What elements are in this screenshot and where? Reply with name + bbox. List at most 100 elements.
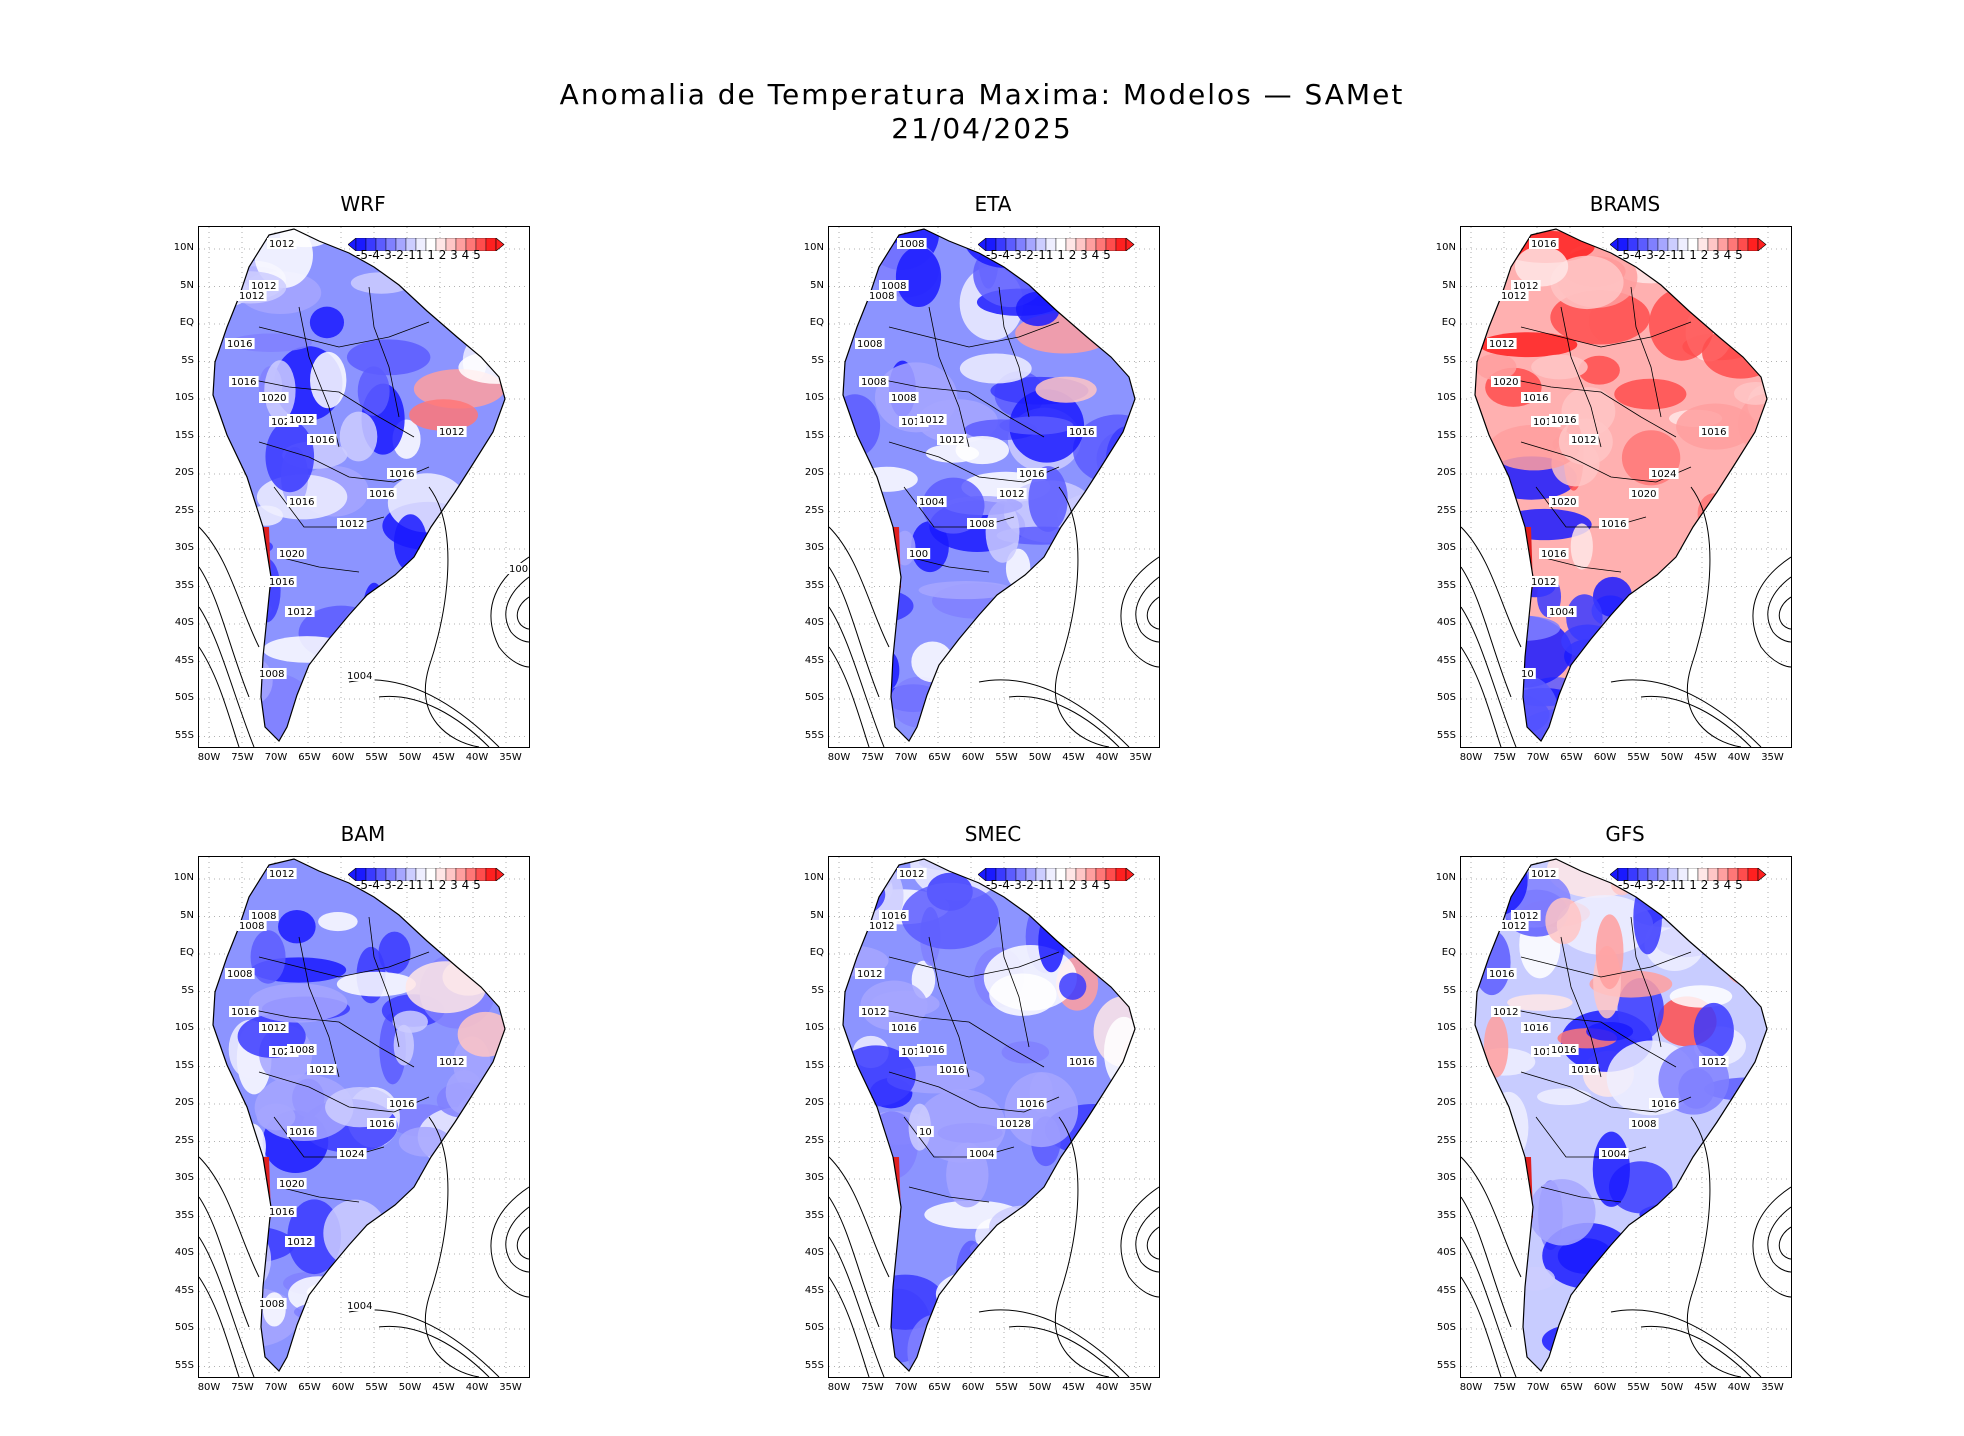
isobar-label: 1012 (285, 606, 315, 618)
isobar-label: 1012 (1531, 416, 1561, 428)
svg-text:1016: 1016 (1651, 1099, 1676, 1110)
svg-text:1012: 1012 (1531, 869, 1556, 880)
lat-tick-label: 45S (804, 654, 824, 666)
lon-tick-label: 65W (298, 752, 321, 763)
lon-tick-label: 55W (365, 752, 388, 763)
country-border (868, 376, 1045, 438)
lat-tick-label: 5S (1443, 984, 1456, 996)
isobar-label: 1012 (899, 416, 929, 428)
lat-tick-label: 45S (174, 1284, 194, 1296)
isobar (1461, 1276, 1502, 1377)
lat-tick-label: 50S (804, 1322, 824, 1333)
lat-tick-label: 10N (1435, 242, 1456, 253)
lon-tick-label: 70W (1526, 1382, 1550, 1393)
lon-tick-label: 80W (1459, 1382, 1483, 1393)
lon-tick-label: 65W (928, 1382, 951, 1393)
lat-tick-label: EQ (1441, 317, 1456, 328)
svg-text:1020: 1020 (279, 549, 304, 560)
isobar-label: 1012 (1499, 920, 1529, 932)
colorbar (347, 866, 508, 882)
lon-tick-label: 55W (1627, 1382, 1650, 1393)
colorbar (1609, 866, 1770, 882)
svg-text:1016: 1016 (939, 1065, 964, 1076)
isobar-label: 1012 (285, 1236, 315, 1248)
svg-text:1012: 1012 (309, 1065, 334, 1076)
svg-text:1008: 1008 (861, 377, 886, 388)
lon-tick-label: 75W (231, 752, 254, 763)
isobar-label: 1016 (1699, 426, 1729, 438)
lon-tick-label: 55W (995, 752, 1018, 763)
isobar-label: 1020 (1629, 488, 1659, 500)
svg-text:100: 100 (909, 549, 928, 560)
svg-text:1012: 1012 (261, 1023, 286, 1034)
country-border (298, 306, 340, 448)
lat-tick-label: 45S (1436, 1284, 1456, 1296)
isobar-label: 1020 (277, 548, 307, 560)
figure-date: 21/04/2025 (891, 112, 1073, 145)
isobar (829, 646, 870, 747)
isobar-label: 1008 (967, 518, 997, 530)
anomaly-map: 1016101210121012102010161012101610121016… (1461, 227, 1791, 747)
isobar (1767, 576, 1791, 643)
svg-text:1012: 1012 (1701, 1057, 1726, 1068)
lat-tick-label: EQ (179, 947, 194, 958)
lat-tick-label: 45S (174, 654, 194, 666)
svg-text:1012: 1012 (269, 869, 294, 880)
lon-tick-label: 50W (1660, 752, 1684, 763)
temperature-anomaly-field (843, 859, 1135, 1371)
isobar-label: 1008 (889, 392, 919, 404)
svg-text:1020: 1020 (1551, 497, 1576, 508)
svg-text:1012: 1012 (269, 239, 294, 250)
isobar-label: 1016 (267, 576, 297, 588)
isobar (199, 1156, 260, 1278)
map-frame: 1016 1012 1012 1012 1020 1016 1012 1016 1012 1016… (1460, 226, 1792, 748)
lat-tick-label: 25S (804, 504, 824, 516)
isobar-label: 1016 (1067, 1056, 1097, 1068)
isobar-label: 1004 (345, 670, 375, 682)
svg-text:1008: 1008 (259, 1299, 284, 1310)
isobar (505, 576, 529, 643)
isobar-label: 1016 (1539, 548, 1569, 560)
temperature-anomaly-field (213, 229, 505, 741)
lat-tick-label: 5N (180, 279, 194, 291)
coastline (842, 858, 1136, 1372)
isobar-label: 1016 (307, 434, 337, 446)
svg-text:1012: 1012 (999, 489, 1024, 500)
country-border (258, 951, 430, 978)
lon-tick-label: 65W (298, 1382, 321, 1393)
svg-text:1016: 1016 (227, 339, 252, 350)
colorbar-labels: -5-4-3-2-11 1 2 3 4 5 (356, 248, 481, 262)
lat-tick-label: 55S (1436, 729, 1456, 741)
colorbar-swatch (1747, 237, 1759, 252)
svg-text:1016: 1016 (881, 911, 906, 922)
lat-tick-label: 20S (174, 1097, 194, 1108)
lon-tick-label: 65W (1560, 752, 1583, 763)
country-border (888, 321, 1060, 348)
isobar-label: 1008 (1629, 1118, 1659, 1130)
svg-text:1012: 1012 (239, 291, 264, 302)
colorbar-swatch (485, 237, 497, 252)
lon-tick-label: 55W (365, 1382, 388, 1393)
isobar (1461, 646, 1502, 747)
lon-tick-label: 80W (1459, 752, 1483, 763)
isobar (199, 526, 260, 648)
lon-tick-label: 45W (432, 752, 455, 763)
isobar-label: 1016 (267, 1206, 297, 1218)
isobar (829, 606, 885, 747)
isobar (199, 606, 255, 747)
lat-tick-label: 40S (1436, 617, 1456, 628)
isobar-label: 1016 (1521, 392, 1551, 404)
svg-text:1012: 1012 (1571, 435, 1596, 446)
isobar (1461, 526, 1522, 648)
svg-text:10128: 10128 (999, 1119, 1031, 1130)
lat-tick-label: 30S (174, 542, 194, 553)
isobar-label: 100 (507, 563, 529, 575)
svg-text:1012: 1012 (1513, 281, 1538, 292)
lat-tick-label: 10N (803, 242, 824, 253)
isobar-label: 1012 (249, 280, 279, 292)
isobar (1054, 486, 1110, 747)
svg-text:1016: 1016 (369, 489, 394, 500)
isobar-label: 1012 (1487, 338, 1517, 350)
lat-tick-label: 25S (1436, 504, 1456, 516)
svg-text:1016: 1016 (1571, 1065, 1596, 1076)
